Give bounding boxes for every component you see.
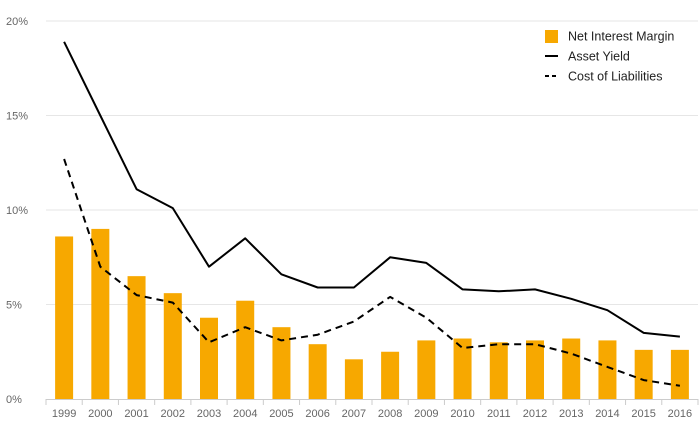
line-asset-yield — [63, 41, 681, 338]
x-tick-label: 2009 — [414, 408, 438, 420]
legend: Net Interest Margin Asset Yield Cost of Li… — [545, 30, 674, 84]
gridlines — [46, 20, 698, 305]
x-tick-label: 2003 — [197, 408, 221, 420]
bar-2009 — [417, 340, 436, 399]
bar-2004 — [236, 300, 255, 399]
bar-2010 — [453, 338, 472, 399]
x-tick-label: 2001 — [124, 408, 148, 420]
bar-2001 — [127, 276, 146, 399]
x-tick-label: 2013 — [559, 408, 583, 420]
x-tick-label: 2006 — [305, 408, 329, 420]
x-tick-label: 2011 — [487, 408, 511, 420]
legend-label-cost-of-liabilities: Cost of Liabilities — [568, 70, 663, 84]
x-tick-label: 1999 — [52, 408, 76, 420]
x-tick-label: 2007 — [342, 408, 366, 420]
bar-2000 — [91, 228, 110, 399]
bar-2003 — [200, 317, 218, 399]
x-tick-label: 2015 — [631, 408, 655, 420]
bar-2013 — [562, 338, 581, 399]
x-tick-label: 2002 — [161, 408, 185, 420]
x-tick-label: 2004 — [233, 408, 257, 420]
bar-2007 — [344, 359, 363, 399]
bar-2012 — [526, 340, 544, 399]
bar-2014 — [598, 340, 617, 399]
x-tick-label: 2005 — [269, 408, 293, 420]
y-tick-label: 10% — [6, 205, 28, 217]
x-tick-label: 2010 — [450, 408, 474, 420]
x-tick-label: 2012 — [523, 408, 547, 420]
bar-2006 — [308, 344, 327, 399]
y-tick-label: 0% — [6, 394, 22, 406]
bar-2015 — [634, 349, 653, 399]
x-tick-label: 2008 — [378, 408, 402, 420]
y-tick-label: 20% — [6, 16, 28, 28]
bar-2016 — [670, 349, 689, 399]
axes: 0% 5% 10% 15% 20% 1999 2000 2001 2002 2003 2004 200… — [6, 16, 699, 420]
bar-2002 — [163, 293, 182, 399]
legend-swatch-net-interest-margin — [545, 30, 558, 43]
x-tick-label: 2000 — [88, 408, 112, 420]
legend-label-asset-yield: Asset Yield — [568, 50, 630, 64]
x-tick-label: 2016 — [668, 408, 692, 420]
bar-2005 — [272, 327, 291, 399]
legend-label-net-interest-margin: Net Interest Margin — [568, 30, 674, 44]
bar-series-net-interest-margin — [55, 228, 689, 399]
bar-2008 — [381, 351, 400, 399]
y-tick-label: 15% — [6, 111, 28, 123]
line-series — [63, 41, 681, 387]
bar-2011 — [489, 342, 508, 399]
y-tick-label: 5% — [6, 300, 22, 312]
x-tick-label: 2014 — [595, 408, 619, 420]
line-cost-of-liabilities — [63, 158, 681, 387]
bar-1999 — [55, 236, 74, 399]
